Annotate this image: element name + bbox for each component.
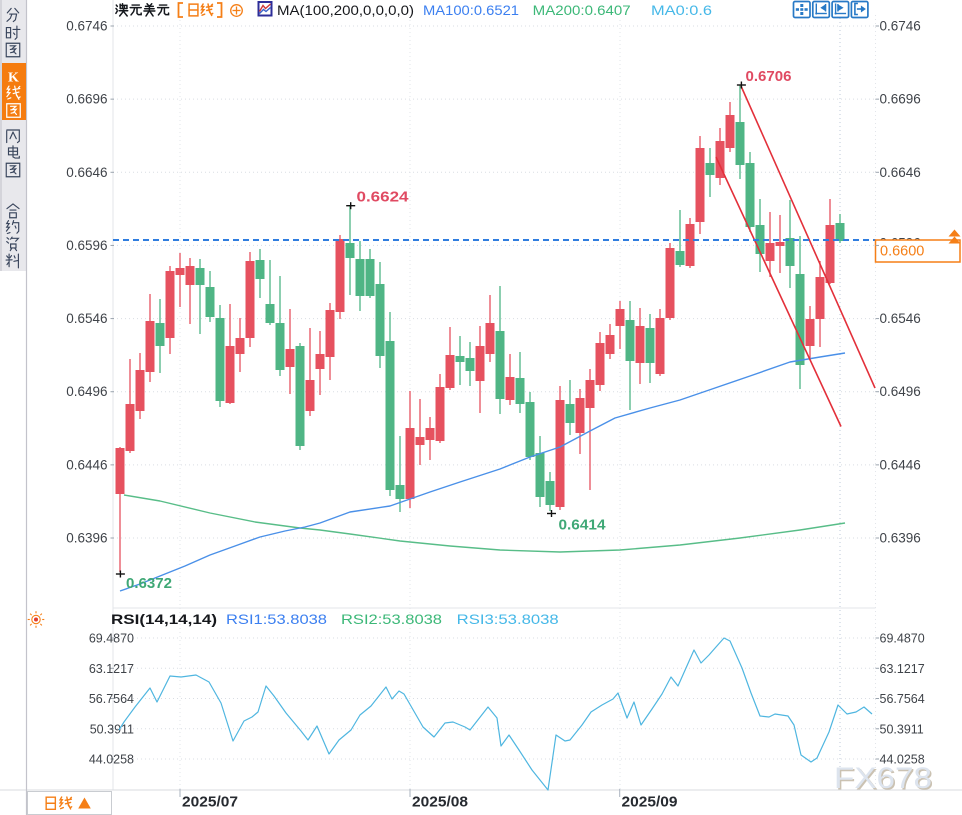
svg-text:63.1217: 63.1217 [880, 662, 925, 676]
svg-text:0.6696: 0.6696 [880, 92, 921, 107]
svg-text:FX678: FX678 [836, 764, 934, 797]
svg-text:0.6746: 0.6746 [66, 19, 107, 34]
svg-text:0.6446: 0.6446 [66, 457, 107, 472]
svg-text:0.6746: 0.6746 [880, 19, 921, 34]
svg-text:RSI1:53.8038: RSI1:53.8038 [226, 611, 327, 627]
svg-text:44.0258: 44.0258 [880, 753, 925, 767]
svg-text:63.1217: 63.1217 [89, 662, 134, 676]
svg-text:MA0:0.6: MA0:0.6 [651, 2, 712, 18]
svg-text:0.6546: 0.6546 [66, 311, 107, 326]
svg-text:0.6646: 0.6646 [880, 165, 921, 180]
svg-text:0.6446: 0.6446 [880, 457, 921, 472]
svg-text:0.6596: 0.6596 [66, 238, 107, 253]
svg-text:44.0258: 44.0258 [89, 753, 134, 767]
svg-text:0.6372: 0.6372 [126, 575, 172, 592]
svg-text:69.4870: 69.4870 [880, 632, 925, 646]
svg-text:0.6696: 0.6696 [66, 92, 107, 107]
svg-text:0.6396: 0.6396 [66, 531, 107, 546]
svg-text:0.6706: 0.6706 [746, 68, 792, 85]
svg-text:50.3911: 50.3911 [90, 722, 134, 736]
svg-text:MA100:0.6521: MA100:0.6521 [423, 2, 519, 18]
svg-text:0.6624: 0.6624 [357, 189, 410, 206]
svg-text:0.6496: 0.6496 [880, 384, 921, 399]
svg-text:MA200:0.6407: MA200:0.6407 [533, 2, 631, 18]
svg-text:69.4870: 69.4870 [89, 632, 134, 646]
svg-text:RSI3:53.8038: RSI3:53.8038 [457, 611, 559, 627]
svg-text:2025/09: 2025/09 [622, 795, 678, 811]
svg-text:0.6546: 0.6546 [880, 311, 921, 326]
svg-text:0.6414: 0.6414 [559, 517, 607, 534]
svg-text:RSI(14,14,14): RSI(14,14,14) [111, 611, 217, 627]
svg-text:0.6496: 0.6496 [66, 384, 107, 399]
svg-text:56.7564: 56.7564 [880, 692, 925, 706]
svg-text:2025/07: 2025/07 [182, 795, 238, 811]
svg-text:56.7564: 56.7564 [89, 692, 134, 706]
svg-text:0.6600: 0.6600 [880, 244, 924, 260]
svg-text:50.3911: 50.3911 [880, 722, 924, 736]
svg-text:FX678: FX678 [834, 762, 932, 795]
svg-text:2025/08: 2025/08 [412, 795, 468, 811]
svg-text:0.6396: 0.6396 [880, 531, 921, 546]
svg-text:MA(100,200,0,0,0,0): MA(100,200,0,0,0,0) [277, 2, 414, 18]
svg-text:K: K [8, 71, 19, 86]
svg-text:0.6646: 0.6646 [66, 165, 107, 180]
svg-text:RSI2:53.8038: RSI2:53.8038 [341, 611, 442, 627]
